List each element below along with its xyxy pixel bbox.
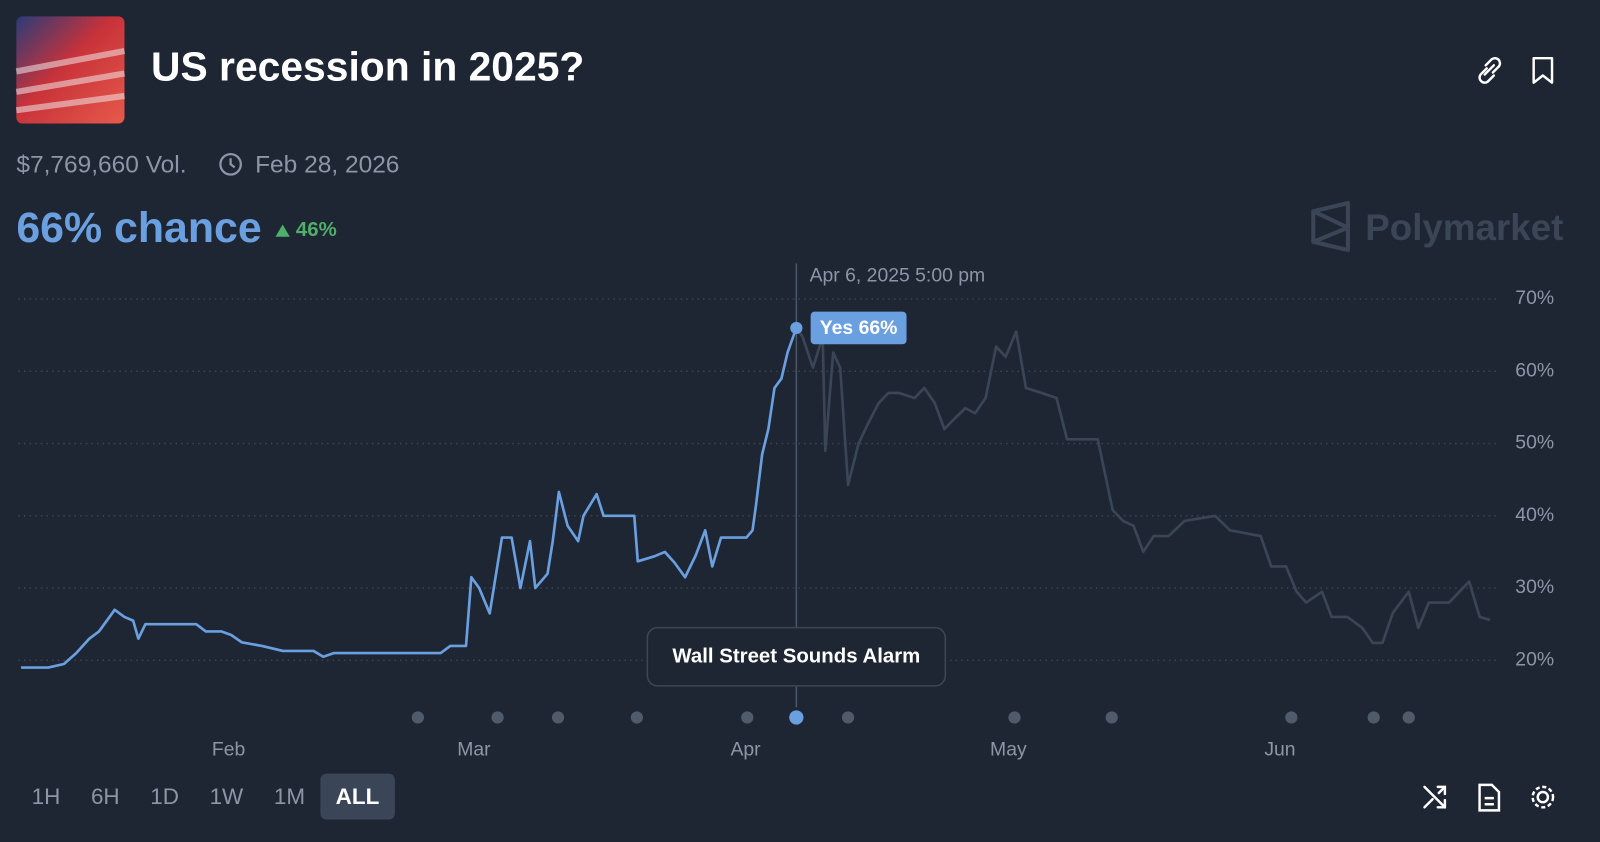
range-button[interactable]: 1M [273, 783, 306, 810]
clock-icon [219, 152, 242, 176]
y-tick-label: 20% [1515, 648, 1554, 670]
x-tick-label: Apr [730, 738, 761, 760]
event-dot[interactable] [1402, 711, 1415, 724]
volume: $7,769,660 Vol. [16, 151, 187, 179]
event-dot[interactable] [630, 711, 644, 724]
x-tick-label: Jun [1264, 738, 1295, 760]
y-tick-label: 30% [1515, 576, 1554, 598]
y-tick-label: 60% [1515, 359, 1554, 381]
range-button[interactable]: 6H [90, 783, 120, 810]
y-tick-label: 50% [1515, 432, 1554, 454]
event-tooltip [646, 626, 947, 687]
event-dot[interactable] [1008, 711, 1021, 724]
range-buttons: 1H 6H 1D 1W 1M ALL [16, 773, 395, 820]
future-line [801, 330, 1491, 645]
bookmark-icon[interactable] [1532, 56, 1554, 84]
event-dot[interactable] [491, 711, 504, 724]
event-title: Wall Street Sounds Alarm [672, 646, 920, 668]
event-dot[interactable] [1367, 711, 1380, 724]
x-tick-label: Mar [457, 738, 491, 760]
hover-label-box [810, 311, 907, 345]
event-dot[interactable] [551, 711, 565, 724]
chance: 66% chance [16, 203, 262, 252]
market-title: US recession in 2025? [151, 44, 585, 90]
event-dot[interactable] [841, 711, 855, 724]
range-button[interactable]: 1W [209, 783, 244, 810]
hover-label: Yes 66% [820, 317, 898, 339]
change-arrow [275, 224, 290, 237]
y-tick-label: 70% [1515, 287, 1554, 309]
event-dot[interactable] [411, 711, 424, 724]
change: 46% [295, 218, 337, 241]
price-line [21, 327, 798, 669]
brand-logo [1311, 201, 1350, 253]
end-date: Feb 28, 2026 [255, 151, 400, 179]
event-dot[interactable] [1285, 711, 1298, 724]
link-icon[interactable] [1478, 56, 1502, 84]
range-button[interactable]: 1H [31, 783, 61, 810]
brand: Polymarket [1365, 206, 1564, 249]
y-tick-label: 40% [1515, 504, 1554, 526]
shuffle-icon[interactable] [1423, 785, 1447, 809]
range-button[interactable]: 1D [150, 783, 179, 810]
hover-date: Apr 6, 2025 5:00 pm [810, 265, 986, 287]
x-tick-label: May [990, 738, 1027, 760]
document-icon[interactable] [1478, 783, 1501, 812]
hover-dot [790, 321, 803, 335]
settings-icon[interactable] [1531, 785, 1555, 809]
event-dot[interactable] [1105, 711, 1118, 724]
thumbnail-stripes [15, 48, 126, 114]
range-button[interactable]: ALL [320, 773, 395, 820]
x-tick-label: Feb [212, 738, 245, 760]
event-dot[interactable] [741, 711, 754, 724]
event-dot-active[interactable] [789, 710, 804, 725]
